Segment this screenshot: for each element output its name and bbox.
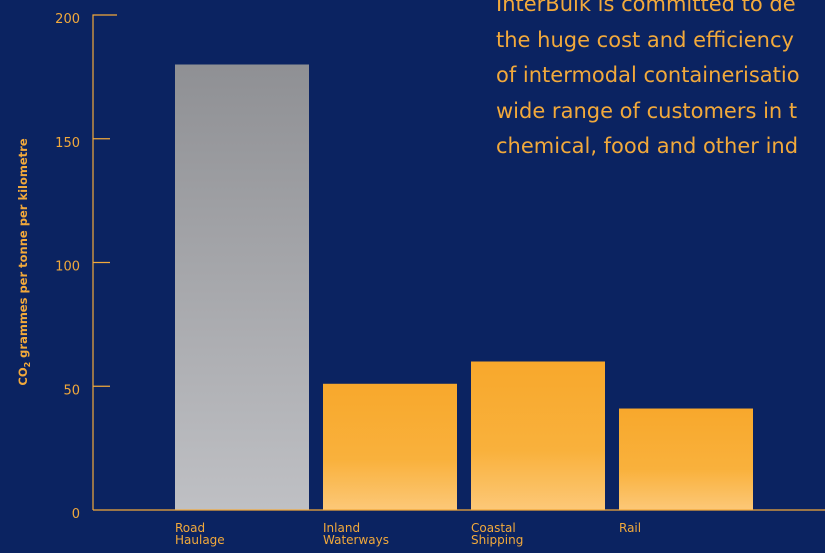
intro-text-line: wide range of customers in t <box>496 98 798 123</box>
bar-rail <box>619 408 753 510</box>
bar-inland-waterways <box>323 383 457 510</box>
bar-road-haulage <box>175 64 309 510</box>
bar-coastal-shipping <box>471 361 605 510</box>
y-axis-title: CO2 grammes per tonne per kilometre <box>14 0 34 553</box>
intro-text-block: InterBulk is committed to de the huge co… <box>496 0 800 165</box>
intro-text-line: chemical, food and other ind <box>496 134 799 158</box>
y-tick-label: 200 <box>55 12 80 27</box>
category-label: Inland Waterways <box>323 521 389 547</box>
intro-text-line: the huge cost and efficiency <box>496 27 794 52</box>
category-label: Road Haulage <box>175 521 225 547</box>
category-label: Coastal Shipping <box>471 521 523 547</box>
y-axis-title-text: CO2 grammes per tonne per kilometre <box>15 138 33 386</box>
intro-text-line: InterBulk is committed to de <box>496 0 796 16</box>
category-label: Rail <box>619 521 641 535</box>
y-axis-line <box>92 14 117 510</box>
y-tick-label: 100 <box>55 260 80 275</box>
y-tick-label: 0 <box>72 507 80 522</box>
y-tick-label: 150 <box>55 136 80 151</box>
y-axis-ticks: 0 50 100 150 200 <box>55 12 110 522</box>
bars <box>175 64 753 510</box>
category-labels: Road Haulage Inland Waterways Coastal Shippin… <box>175 521 641 547</box>
y-tick-label: 50 <box>63 383 80 398</box>
intro-text-line: of intermodal containerisatio <box>496 63 800 87</box>
